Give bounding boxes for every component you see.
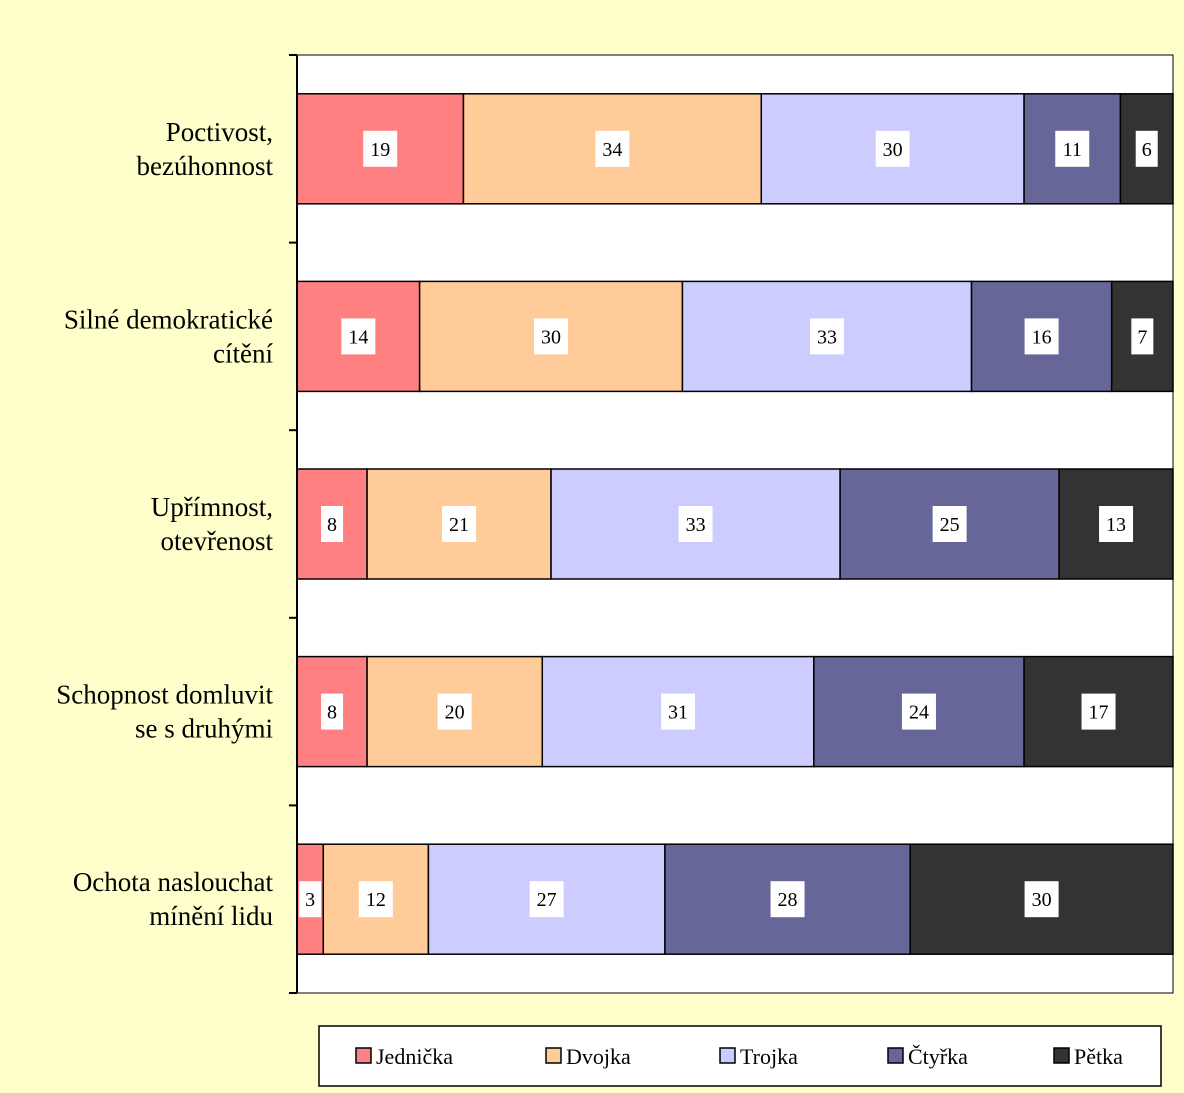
legend-swatch — [545, 1047, 562, 1064]
category-label: Poctivost, — [166, 117, 273, 147]
data-label-box — [901, 693, 936, 730]
data-label: 30 — [1032, 889, 1052, 911]
data-label-box — [1081, 693, 1116, 730]
data-label-box — [932, 506, 967, 542]
legend-label: Pětka — [1074, 1044, 1123, 1069]
data-label-box — [529, 881, 564, 918]
data-label: 12 — [366, 889, 386, 911]
data-label-box — [1055, 130, 1090, 167]
data-label-box — [595, 130, 630, 167]
data-label: 3 — [305, 889, 315, 911]
data-label: 17 — [1089, 702, 1109, 724]
data-label: 14 — [348, 326, 368, 348]
category-label: Schopnost domluvit — [56, 680, 273, 710]
data-label: 11 — [1063, 139, 1082, 161]
legend-label: Jednička — [376, 1044, 453, 1069]
bar-segment — [550, 468, 841, 580]
data-label-box — [1024, 318, 1059, 355]
data-label: 21 — [449, 514, 469, 536]
data-label-box — [809, 318, 844, 355]
data-label: 33 — [686, 514, 706, 536]
data-label: 20 — [445, 702, 465, 724]
data-label-box — [1099, 506, 1134, 542]
data-label-box — [1131, 318, 1154, 355]
data-label-box — [1024, 881, 1059, 918]
category-label: Ochota naslouchat — [73, 867, 274, 897]
data-label: 24 — [909, 702, 929, 724]
legend-label: Trojka — [740, 1044, 798, 1069]
data-label: 16 — [1032, 326, 1052, 348]
data-label-box — [437, 693, 472, 730]
data-label: 28 — [778, 889, 798, 911]
category-label: cítění — [213, 338, 273, 368]
data-label: 30 — [883, 139, 903, 161]
data-label-box — [299, 881, 322, 918]
data-label-box — [661, 693, 696, 730]
data-label: 33 — [817, 326, 837, 348]
legend-swatch — [355, 1047, 372, 1064]
data-label: 13 — [1106, 514, 1126, 536]
data-label: 27 — [537, 889, 557, 911]
category-label: se s druhými — [135, 714, 273, 744]
category-labels: Poctivost, bezúhonnost Silné demokratické c… — [56, 117, 273, 931]
data-label: 34 — [602, 139, 622, 161]
category-label: Silné demokratické — [64, 304, 273, 334]
legend-swatch — [1053, 1047, 1070, 1064]
category-label: Upřímnost, — [151, 492, 273, 522]
data-label-box — [442, 506, 477, 542]
data-label: 19 — [370, 139, 390, 161]
y-axis — [289, 54, 298, 994]
data-label-box — [534, 318, 569, 355]
data-label: 8 — [327, 514, 337, 536]
data-label-box — [1135, 130, 1158, 167]
data-label-box — [875, 130, 910, 167]
data-label: 31 — [668, 702, 688, 724]
data-label-box — [363, 130, 398, 167]
data-label: 8 — [327, 702, 337, 724]
data-label-box — [358, 881, 393, 918]
data-label: 25 — [940, 514, 960, 536]
data-label-box — [321, 693, 344, 730]
category-label: bezúhonnost — [137, 151, 274, 181]
data-label-box — [770, 881, 805, 918]
data-label: 30 — [541, 326, 561, 348]
category-label: mínění lidu — [149, 901, 273, 931]
legend-swatch — [887, 1047, 904, 1064]
data-label-box — [678, 506, 713, 542]
legend-label: Čtyřka — [908, 1044, 968, 1069]
data-label: 6 — [1142, 139, 1152, 161]
category-label: otevřenost — [161, 526, 274, 556]
legend: Jednička Dvojka Trojka Čtyřka Pětka — [318, 1025, 1162, 1087]
data-label: 7 — [1137, 326, 1147, 348]
legend-swatch — [719, 1047, 736, 1064]
data-labels-layer: 19 34 30 11 6 14 30 33 16 7 8 21 33 25 13 8 20 31 24 17 3 12 2… — [299, 130, 1158, 918]
legend-label: Dvojka — [566, 1044, 631, 1069]
legend-box — [318, 1025, 1162, 1087]
data-label-box — [321, 506, 344, 542]
data-label-box — [341, 318, 376, 355]
